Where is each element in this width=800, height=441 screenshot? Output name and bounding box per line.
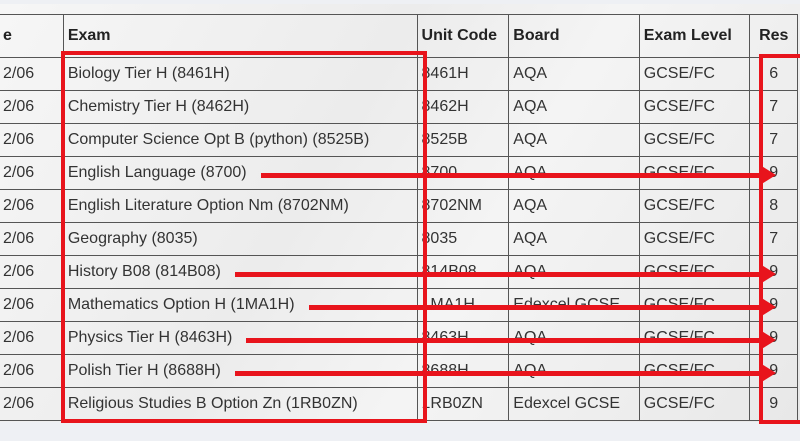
- table-cell: Chemistry Tier H (8462H): [62, 90, 418, 124]
- table-cell: GCSE/FC: [638, 90, 751, 124]
- table-row: 2/06 Chemistry Tier H (8462H) 8462H AQA GCSE…: [0, 90, 798, 124]
- table-cell: 2/06: [0, 288, 64, 322]
- column-header: Res: [749, 14, 798, 58]
- table-cell: 7: [749, 123, 798, 157]
- table-cell: AQA: [508, 222, 640, 256]
- table-cell: GCSE/FC: [638, 222, 751, 256]
- table-cell: 2/06: [0, 255, 64, 289]
- table-cell: AQA: [508, 189, 640, 223]
- table-cell: 8035: [416, 222, 510, 256]
- table-row: 2/06 Religious Studies B Option Zn (1RB0Z…: [0, 387, 798, 421]
- column-header: e: [0, 14, 64, 58]
- table-cell: Edexcel GCSE: [508, 387, 640, 421]
- arrow-annotation: [234, 264, 777, 284]
- table-cell: 8525B: [416, 123, 510, 157]
- column-header: Unit Code: [416, 14, 510, 58]
- table-cell: 8462H: [416, 90, 510, 124]
- table-cell: 8702NM: [416, 189, 510, 223]
- table-cell: 2/06: [0, 57, 64, 91]
- table-row: 2/06 Computer Science Opt B (python) (852…: [0, 123, 798, 157]
- table-cell: 2/06: [0, 189, 64, 223]
- table-cell: 2/06: [0, 354, 64, 388]
- table-cell: 9: [749, 387, 798, 421]
- header-row: e Exam Unit Code Board Exam Level Res: [0, 14, 798, 58]
- column-header: Exam Level: [638, 14, 751, 58]
- table-cell: English Literature Option Nm (8702NM): [62, 189, 418, 223]
- table-cell: AQA: [508, 57, 640, 91]
- column-header: Exam: [62, 14, 418, 58]
- table-cell: GCSE/FC: [638, 189, 751, 223]
- table-cell: GCSE/FC: [638, 123, 751, 157]
- table-cell: GCSE/FC: [638, 387, 751, 421]
- table-cell: Biology Tier H (8461H): [62, 57, 418, 91]
- table-cell: 8461H: [416, 57, 510, 91]
- arrow-annotation: [260, 165, 777, 185]
- table-cell: 2/06: [0, 156, 64, 190]
- table-cell: Computer Science Opt B (python) (8525B): [62, 123, 418, 157]
- table-cell: 2/06: [0, 123, 64, 157]
- result-column-highlight: [759, 54, 800, 424]
- table-row: 2/06 English Literature Option Nm (8702NM…: [0, 189, 798, 223]
- table-row: 2/06 Geography (8035) 8035 AQA GCSE/FC 7: [0, 222, 798, 256]
- table-cell: AQA: [508, 123, 640, 157]
- table-cell: 2/06: [0, 321, 64, 355]
- arrow-annotation: [246, 330, 776, 350]
- table-cell: 2/06: [0, 90, 64, 124]
- table-cell: Religious Studies B Option Zn (1RB0ZN): [62, 387, 418, 421]
- arrow-annotation: [234, 363, 777, 383]
- table-cell: 2/06: [0, 222, 64, 256]
- table-cell: English Language (8700): [62, 156, 418, 190]
- arrow-annotation: [308, 297, 777, 317]
- exam-column-highlight: [61, 51, 427, 423]
- table-row: 2/06 Biology Tier H (8461H) 8461H AQA GCSE/F…: [0, 57, 798, 91]
- exam-results-table: e Exam Unit Code Board Exam Level Res 2/06 Bio…: [0, 14, 798, 421]
- table-cell: AQA: [508, 90, 640, 124]
- table-cell: GCSE/FC: [638, 57, 751, 91]
- table-cell: 1RB0ZN: [416, 387, 510, 421]
- table-cell: 6: [749, 57, 798, 91]
- column-header: Board: [508, 14, 640, 58]
- table-cell: 2/06: [0, 387, 64, 421]
- table-cell: 7: [749, 222, 798, 256]
